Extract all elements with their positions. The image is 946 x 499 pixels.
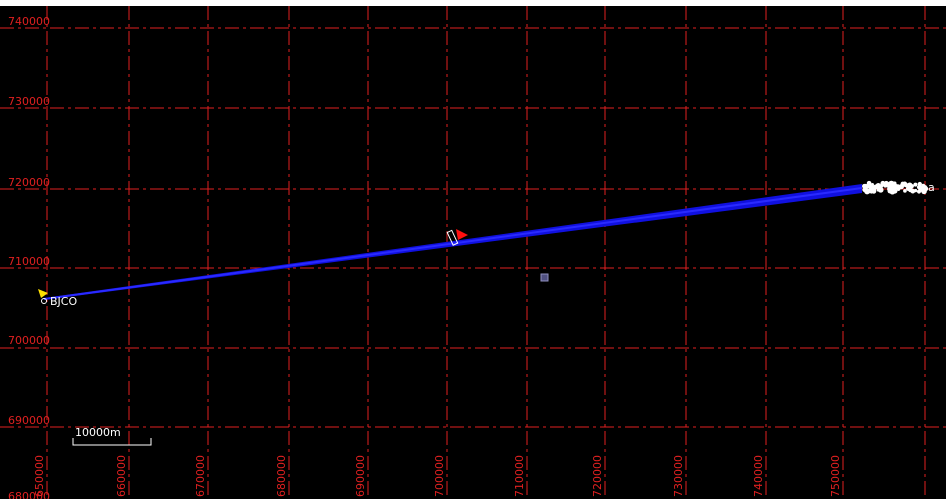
cloud-point bbox=[882, 182, 888, 188]
cloud-point bbox=[913, 182, 918, 187]
x-tick-label: 710000 bbox=[513, 455, 526, 497]
cloud-point bbox=[863, 185, 868, 190]
gray-square-icon[interactable] bbox=[540, 273, 549, 282]
y-tick-label: 690000 bbox=[8, 414, 50, 427]
cloud-point bbox=[905, 185, 912, 192]
x-tick-label: 650000 bbox=[33, 455, 46, 497]
x-tick-label: 720000 bbox=[591, 455, 604, 497]
station-bjco[interactable]: BJCO bbox=[38, 289, 77, 308]
station-marker-icon bbox=[41, 298, 47, 304]
x-tick-label: 690000 bbox=[354, 455, 367, 497]
cloud-point bbox=[904, 182, 908, 187]
cloud-point bbox=[879, 184, 884, 189]
midpoint-marker[interactable] bbox=[446, 229, 468, 246]
cloud-point bbox=[916, 189, 922, 194]
y-tick-label: 680000 bbox=[8, 490, 50, 499]
x-tick-label: 700000 bbox=[433, 455, 446, 497]
cloud-point bbox=[896, 186, 901, 191]
grid-lines bbox=[0, 6, 946, 499]
scale-bar-label: 10000m bbox=[75, 426, 121, 439]
y-tick-label: 710000 bbox=[8, 255, 50, 268]
east-station-label: a bbox=[928, 181, 935, 194]
cloud-point bbox=[876, 184, 880, 189]
x-tick-label: 660000 bbox=[115, 455, 128, 497]
cloud-point bbox=[917, 181, 922, 187]
cloud-point bbox=[887, 188, 893, 194]
x-tick-label: 680000 bbox=[275, 455, 288, 497]
station-flag-icon bbox=[38, 289, 48, 298]
y-tick-label: 730000 bbox=[8, 95, 50, 108]
point-cloud-icon[interactable] bbox=[862, 180, 929, 195]
x-tick-label: 670000 bbox=[194, 455, 207, 497]
x-tick-label: 750000 bbox=[829, 455, 842, 497]
cloud-point bbox=[870, 182, 874, 186]
x-tick-label: 740000 bbox=[752, 455, 765, 497]
cloud-point bbox=[867, 183, 872, 187]
station-label: BJCO bbox=[50, 295, 77, 308]
cloud-point bbox=[892, 182, 897, 188]
y-tick-label: 700000 bbox=[8, 334, 50, 347]
red-flag-icon bbox=[456, 229, 468, 240]
cloud-point bbox=[871, 188, 877, 194]
cloud-point bbox=[900, 181, 905, 186]
x-tick-labels: 650000 660000 670000 680000 690000 700000 7100… bbox=[33, 455, 842, 497]
baseline-line bbox=[43, 187, 863, 300]
top-edge bbox=[0, 0, 946, 6]
cloud-point bbox=[903, 188, 907, 193]
scale-bar: 10000m bbox=[72, 426, 152, 446]
cloud-point bbox=[920, 188, 925, 193]
y-tick-labels: 740000 730000 720000 710000 700000 690000 6800… bbox=[8, 15, 50, 499]
y-tick-label: 740000 bbox=[8, 15, 50, 28]
y-tick-label: 720000 bbox=[8, 176, 50, 189]
flag-pole-icon bbox=[446, 229, 459, 246]
x-tick-label: 730000 bbox=[672, 455, 685, 497]
